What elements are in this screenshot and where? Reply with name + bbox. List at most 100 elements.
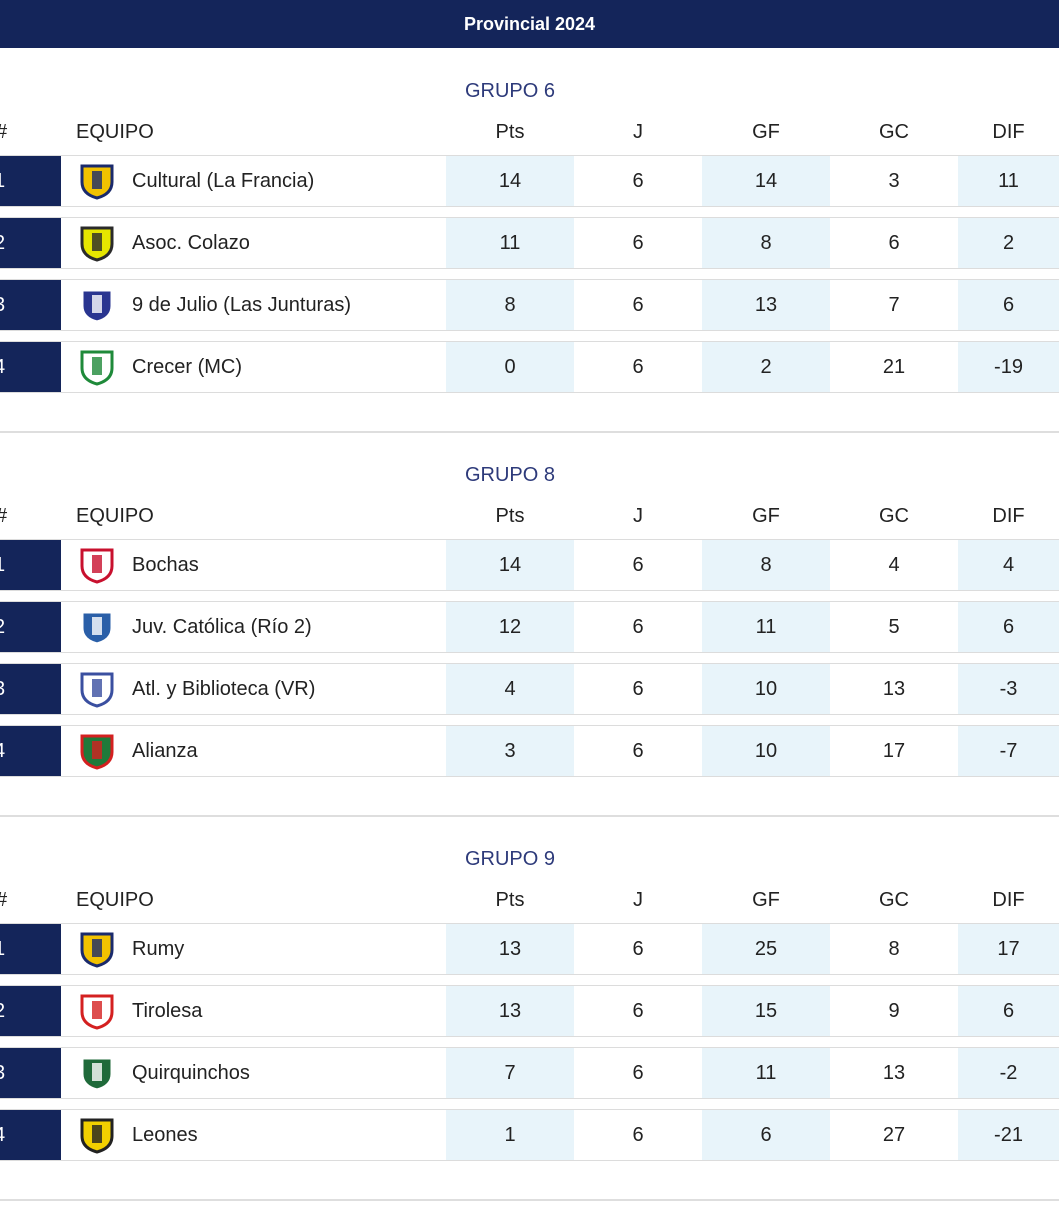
table-row <box>0 539 1059 591</box>
stat-cell: 6 <box>958 280 1059 330</box>
rank-cell: 3 <box>0 280 61 330</box>
stat-cell: -2 <box>958 1048 1059 1098</box>
stat-cell: 6 <box>632 553 644 576</box>
table-row <box>0 279 1059 331</box>
stat-cell: 25 <box>702 924 830 974</box>
rank-cell: 3 <box>0 1048 61 1098</box>
column-header: GC <box>879 120 909 143</box>
rank-cell: 1 <box>0 924 61 974</box>
stat-cell: 10 <box>702 726 830 776</box>
column-header: J <box>633 504 643 527</box>
stat-cell: 2 <box>702 342 830 392</box>
team-logo <box>78 608 116 646</box>
table-row <box>0 663 1059 715</box>
group-separator <box>0 815 1059 817</box>
stat-cell: 3 <box>446 726 574 776</box>
stat-cell: 6 <box>632 169 644 192</box>
stat-cell: 14 <box>702 156 830 206</box>
team-name: Alianza <box>132 739 198 762</box>
column-header: Pts <box>495 504 525 527</box>
stat-cell: 6 <box>958 986 1059 1036</box>
group-separator <box>0 431 1059 433</box>
team-logo <box>78 670 116 708</box>
table-row <box>0 601 1059 653</box>
stat-cell: 6 <box>632 739 644 762</box>
stat-cell: 4 <box>888 553 900 576</box>
stat-cell: 8 <box>702 218 830 268</box>
stat-cell: -7 <box>958 726 1059 776</box>
stat-cell: 13 <box>702 280 830 330</box>
stat-cell: 2 <box>958 218 1059 268</box>
rank: 3 <box>0 294 5 317</box>
column-header: # <box>0 504 63 528</box>
team-name: Juv. Católica (Río 2) <box>132 615 312 638</box>
stat-cell: 11 <box>702 1048 830 1098</box>
table-row <box>0 923 1059 975</box>
team-logo <box>78 992 116 1030</box>
table-row <box>0 341 1059 393</box>
stat-cell: 8 <box>446 280 574 330</box>
logo-icon <box>80 734 114 770</box>
stat-cell: 7 <box>446 1048 574 1098</box>
stat-cell: -21 <box>958 1110 1059 1160</box>
team-name: Tirolesa <box>132 999 203 1022</box>
team-name: Cultural (La Francia) <box>132 169 315 192</box>
stat-cell: 14 <box>446 540 574 590</box>
column-header: DIF <box>992 888 1025 911</box>
team-name: Rumy <box>132 937 185 960</box>
stat-cell: 6 <box>632 1061 644 1084</box>
stat-cell: 6 <box>632 677 644 700</box>
column-header: J <box>633 888 643 911</box>
stat-cell: 13 <box>446 986 574 1036</box>
column-header: Pts <box>495 120 525 143</box>
table-row <box>0 1047 1059 1099</box>
table-row <box>0 985 1059 1037</box>
team-logo <box>78 224 116 262</box>
rank: 1 <box>0 938 5 961</box>
column-header: # <box>0 888 63 912</box>
column-header: GC <box>879 888 909 911</box>
rank: 3 <box>0 678 5 701</box>
stat-cell: 6 <box>632 355 644 378</box>
column-header: GF <box>752 504 780 527</box>
logo-icon <box>80 610 114 646</box>
logo-icon <box>80 672 114 708</box>
logo-icon <box>80 350 114 386</box>
stat-cell: 14 <box>446 156 574 206</box>
group-title: GRUPO 6 <box>464 79 556 102</box>
stat-cell: 13 <box>882 677 906 700</box>
stat-cell: 5 <box>888 615 900 638</box>
rank-cell: 2 <box>0 602 61 652</box>
stat-cell: 13 <box>446 924 574 974</box>
team-logo <box>78 1116 116 1154</box>
group-title: GRUPO 9 <box>464 847 556 870</box>
rank: 1 <box>0 554 5 577</box>
team-logo <box>78 546 116 584</box>
table-row <box>0 1109 1059 1161</box>
rank: 2 <box>0 1000 5 1023</box>
stat-cell: 6 <box>702 1110 830 1160</box>
rank: 4 <box>0 356 5 379</box>
team-name: Bochas <box>132 553 199 576</box>
rank-cell: 3 <box>0 664 61 714</box>
stat-cell: 3 <box>888 169 900 192</box>
team-name: Atl. y Biblioteca (VR) <box>132 677 316 700</box>
rank-cell: 4 <box>0 342 61 392</box>
stat-cell: 6 <box>632 937 644 960</box>
logo-icon <box>80 288 114 324</box>
stat-cell: -19 <box>958 342 1059 392</box>
stat-cell: 8 <box>702 540 830 590</box>
rank-cell: 1 <box>0 156 61 206</box>
table-row <box>0 217 1059 269</box>
rank: 1 <box>0 170 5 193</box>
header-title: Provincial 2024 <box>463 13 596 34</box>
team-name: Asoc. Colazo <box>132 231 250 254</box>
logo-icon <box>80 1118 114 1154</box>
stat-cell: 13 <box>882 1061 906 1084</box>
team-name: Quirquinchos <box>132 1061 250 1084</box>
rank: 3 <box>0 1062 5 1085</box>
rank: 2 <box>0 616 5 639</box>
team-name: Leones <box>132 1123 198 1146</box>
logo-icon <box>80 1056 114 1092</box>
